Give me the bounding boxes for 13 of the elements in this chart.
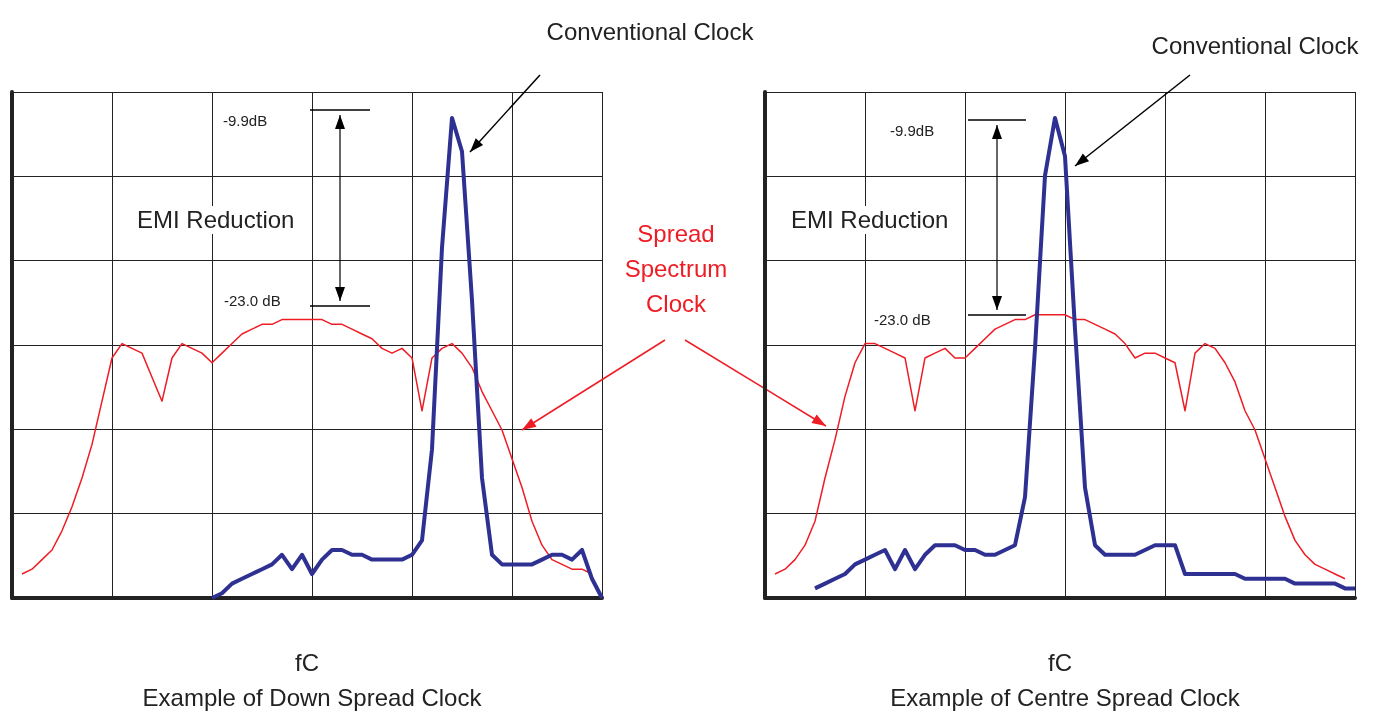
text: Spread Spectrum Clock [623, 219, 729, 319]
annotation: -9.9dB [221, 112, 270, 129]
annotation: -23.0 dB [872, 311, 933, 328]
text: Conventional Clock [1149, 32, 1361, 60]
annotation: EMI Reduction [789, 206, 951, 234]
text: Example of Down Spread Clock [142, 683, 483, 711]
text: Conventional Clock [544, 18, 756, 46]
annotation: EMI Reduction [135, 206, 297, 234]
x-axis-title: fC [295, 648, 319, 676]
x-axis-title: fC [1048, 648, 1072, 676]
text: Example of Centre Spread Clock [890, 683, 1241, 711]
annotation: -23.0 dB [222, 292, 283, 309]
annotation: -9.9dB [888, 122, 937, 139]
